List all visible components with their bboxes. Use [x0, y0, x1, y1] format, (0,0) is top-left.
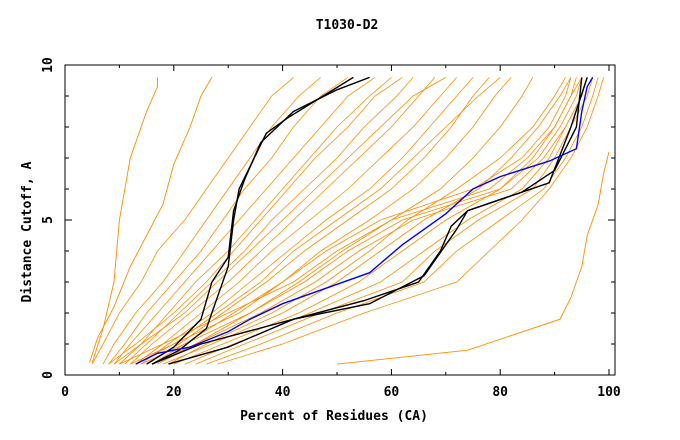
model-line — [135, 77, 501, 365]
y-tick-label: 10 — [41, 57, 56, 73]
x-tick-label: 0 — [61, 385, 69, 400]
y-tick-label: 0 — [41, 371, 56, 379]
model-line — [113, 77, 376, 365]
axis-ticks: 0 20 40 60 80 100 0 5 10 — [41, 57, 621, 400]
model-line — [157, 77, 534, 365]
model-line — [108, 77, 403, 365]
x-axis-label: Percent of Residues (CA) — [240, 409, 428, 424]
model-line — [91, 77, 294, 365]
model-line-outlier — [336, 151, 610, 365]
model-line-outlier — [91, 77, 158, 363]
model-line — [217, 77, 604, 365]
model-line — [130, 77, 572, 365]
model-line — [102, 77, 321, 365]
model-line-outlier — [89, 77, 213, 363]
highlight-line-black — [146, 76, 370, 365]
model-line — [108, 77, 349, 365]
x-tick-label: 80 — [492, 385, 508, 400]
model-line — [119, 77, 392, 365]
model-line — [184, 77, 588, 365]
highlight-line-black — [151, 76, 354, 365]
y-axis-label: Distance Cutoff, A — [20, 161, 35, 302]
x-tick-label: 100 — [597, 385, 621, 400]
y-tick-label: 5 — [41, 216, 56, 224]
x-tick-label: 40 — [275, 385, 291, 400]
model-line — [130, 77, 436, 365]
model-line — [113, 77, 446, 365]
model-line — [206, 77, 599, 365]
x-tick-label: 60 — [384, 385, 400, 400]
model-line — [151, 77, 588, 365]
series-layer — [89, 76, 610, 365]
model-line — [135, 77, 458, 365]
chart-title: T1030-D2 — [316, 18, 379, 33]
model-line — [119, 77, 577, 365]
model-line — [168, 77, 566, 365]
model-line — [195, 77, 594, 365]
model-line — [141, 77, 583, 365]
highlight-line-black — [168, 77, 588, 365]
model-line — [124, 77, 414, 365]
highlight-line-blue — [135, 77, 594, 365]
x-tick-label: 20 — [166, 385, 182, 400]
highlight-line-black — [151, 77, 583, 365]
model-line — [162, 77, 572, 365]
